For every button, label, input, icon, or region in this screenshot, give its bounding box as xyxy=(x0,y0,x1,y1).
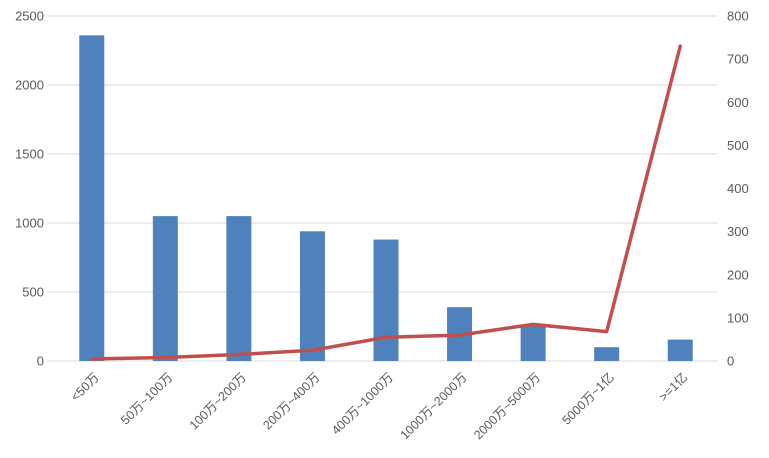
y-axis-right-tick-label: 100 xyxy=(727,310,749,325)
x-axis-category-label: 5000万~1亿 xyxy=(559,370,617,428)
y-axis-left-tick-label: 1000 xyxy=(15,216,44,231)
y-axis-right-tick-label: 400 xyxy=(727,181,749,196)
y-axis-left-tick-label: 0 xyxy=(37,354,44,369)
y-axis-left-tick-label: 1500 xyxy=(15,147,44,162)
y-axis-left-tick-label: 2000 xyxy=(15,78,44,93)
y-axis-left-tick-label: 2500 xyxy=(15,9,44,24)
x-axis-category-label: 100万~200万 xyxy=(187,370,249,432)
y-axis-left-tick-label: 500 xyxy=(22,285,44,300)
bar xyxy=(226,216,252,361)
y-axis-right-tick-label: 300 xyxy=(727,224,749,239)
y-axis-right-tick-label: 500 xyxy=(727,138,749,153)
bar xyxy=(594,347,620,361)
bar xyxy=(79,35,105,361)
x-axis-category-label: 2000万~5000万 xyxy=(471,370,543,442)
x-axis-category-label: <50万 xyxy=(68,370,102,404)
bar xyxy=(373,239,399,361)
x-axis-category-label: >=1亿 xyxy=(656,370,691,405)
x-axis-category-label: 400万~1000万 xyxy=(329,370,396,437)
y-axis-right-tick-label: 800 xyxy=(727,9,749,24)
x-axis-category-label: 50万~100万 xyxy=(118,370,175,427)
x-axis-category-label: 1000万~2000万 xyxy=(398,370,470,442)
y-axis-right-tick-label: 600 xyxy=(727,95,749,110)
line-series xyxy=(90,44,682,361)
y-axis-right-tick-label: 700 xyxy=(727,52,749,67)
y-axis-right-tick-label: 0 xyxy=(727,354,734,369)
bar xyxy=(152,216,178,361)
bar xyxy=(520,325,546,361)
bar xyxy=(299,231,325,361)
bar xyxy=(667,339,693,361)
x-axis-category-label: 200万~400万 xyxy=(260,370,322,432)
y-axis-right-tick-label: 200 xyxy=(727,267,749,282)
